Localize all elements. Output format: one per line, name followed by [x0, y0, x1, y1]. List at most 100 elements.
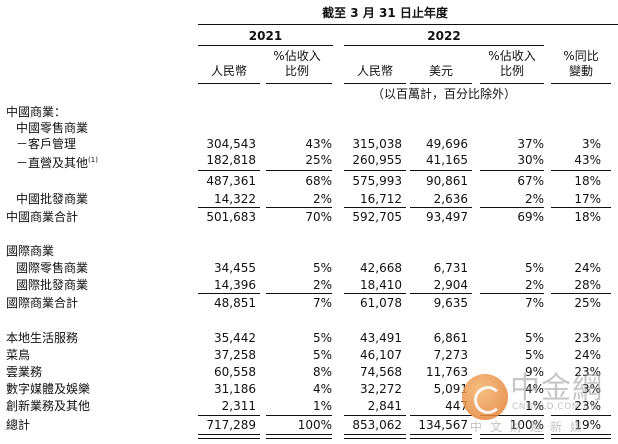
- rmb-2022-header: 人民幣: [356, 64, 393, 78]
- cell-usd-2022: 9,635: [433, 296, 468, 310]
- cell-yoy: 28%: [574, 278, 601, 292]
- pct-2022-header-l1: %佔收入: [488, 49, 536, 63]
- year-2021-rule: [198, 45, 333, 46]
- row-label: 國際商業合計: [6, 296, 79, 310]
- grand-total-rule: [410, 415, 472, 416]
- double-rule: [551, 434, 611, 439]
- cell-rmb-2021: 48,851: [214, 296, 256, 310]
- cell-yoy: 23%: [574, 331, 601, 345]
- grand-total-rule: [551, 415, 611, 416]
- cell-rmb-2021: 14,322: [214, 192, 256, 206]
- cell-pct-2022: 4%: [524, 382, 544, 396]
- watermark-tagline: 中文財經新媒: [470, 420, 591, 434]
- rmb-2021-header: 人民幣: [210, 64, 247, 78]
- total-rule: [198, 293, 260, 294]
- cell-pct-2022: 67%: [517, 174, 544, 188]
- total-rule: [480, 293, 544, 294]
- yoy-header-l1: %同比: [563, 49, 599, 63]
- total-rule: [344, 293, 406, 294]
- cell-rmb-2021: 182,818: [206, 153, 256, 167]
- col-rule-5: [480, 83, 544, 84]
- row-label: 中國零售商業: [16, 121, 89, 135]
- subtotal-rule: [198, 170, 260, 171]
- cell-pct-2022: 69%: [517, 210, 544, 224]
- cell-yoy: 18%: [574, 174, 601, 188]
- col-rule-1: [198, 83, 260, 84]
- cell-pct-2022: 5%: [524, 331, 544, 345]
- cell-yoy: 23%: [574, 399, 601, 413]
- row-label: 總計: [6, 418, 31, 432]
- cell-yoy: 43%: [574, 153, 601, 167]
- cell-usd-2022: 93,497: [426, 210, 468, 224]
- total-rule: [551, 207, 611, 208]
- subtotal-rule: [410, 170, 472, 171]
- cell-rmb-2022: 853,062: [352, 418, 402, 432]
- double-rule: [480, 434, 544, 439]
- cell-rmb-2021: 717,289: [206, 418, 256, 432]
- double-rule: [344, 434, 406, 439]
- cell-rmb-2022: 16,712: [360, 192, 402, 206]
- cell-rmb-2022: 260,955: [352, 153, 402, 167]
- cell-pct-2021: 4%: [312, 382, 332, 396]
- cell-usd-2022: 134,567: [418, 418, 468, 432]
- cell-pct-2022: 9%: [524, 365, 544, 379]
- cell-pct-2022: 2%: [524, 192, 544, 206]
- watermark-swirl-icon: [474, 386, 502, 414]
- col-rule-6: [551, 83, 611, 84]
- cell-yoy: 17%: [574, 192, 601, 206]
- subtotal-rule: [480, 170, 544, 171]
- year-2022-header: 2022: [427, 29, 461, 43]
- double-rule: [198, 434, 260, 439]
- cell-usd-2022: 6,861: [433, 331, 468, 345]
- cell-rmb-2021: 37,258: [214, 348, 256, 362]
- cell-yoy: 25%: [574, 296, 601, 310]
- cell-pct-2021: 7%: [312, 296, 332, 310]
- cell-pct-2022: 30%: [517, 153, 544, 167]
- col-rule-3: [344, 83, 406, 84]
- cell-rmb-2021: 14,396: [214, 278, 256, 292]
- cell-pct-2021: 5%: [312, 261, 332, 275]
- subtotal-rule: [551, 170, 611, 171]
- usd-2022-header: 美元: [428, 64, 453, 78]
- total-rule: [410, 293, 472, 294]
- cell-pct-2021: 100%: [297, 418, 332, 432]
- watermark-brand: 中金網: [510, 371, 603, 406]
- row-label: 創新業務及其他: [6, 399, 91, 413]
- cell-rmb-2022: 46,107: [360, 348, 402, 362]
- cell-usd-2022: 49,696: [426, 137, 468, 151]
- cell-yoy: 3%: [581, 382, 601, 396]
- period-header: 截至 3 月 31 日止年度: [322, 6, 448, 20]
- row-label: －客戶管理: [16, 137, 77, 151]
- cell-pct-2022: 5%: [524, 348, 544, 362]
- cell-rmb-2021: 31,186: [214, 382, 256, 396]
- cell-rmb-2022: 32,272: [360, 382, 402, 396]
- year-2021-header: 2021: [248, 29, 283, 43]
- pct-2021-header-l1: %佔收入: [273, 49, 321, 63]
- cell-pct-2021: 2%: [312, 278, 332, 292]
- cell-pct-2021: 43%: [305, 137, 332, 151]
- total-rule: [266, 207, 332, 208]
- subtotal-rule: [266, 170, 332, 171]
- yoy-header-l2: 變動: [568, 64, 593, 78]
- cell-pct-2022: 37%: [517, 137, 544, 151]
- cell-usd-2022: 6,731: [433, 261, 468, 275]
- cell-rmb-2022: 74,568: [360, 365, 402, 379]
- cell-usd-2022: 447: [445, 399, 468, 413]
- footnote-marker: (1): [88, 156, 98, 164]
- cell-rmb-2021: 487,361: [206, 174, 256, 188]
- cell-rmb-2021: 501,683: [206, 210, 256, 224]
- cell-rmb-2021: 2,311: [221, 399, 256, 413]
- cell-pct-2021: 2%: [312, 192, 332, 206]
- row-label: 國際零售商業: [16, 261, 89, 275]
- cell-usd-2022: 41,165: [426, 153, 468, 167]
- cell-rmb-2021: 304,543: [206, 137, 256, 151]
- row-label: 數字媒體及娛樂: [6, 382, 91, 396]
- cell-rmb-2022: 61,078: [360, 296, 402, 310]
- header-top-rule: [198, 24, 618, 25]
- double-rule: [410, 434, 472, 439]
- row-label: 國際商業: [6, 244, 55, 258]
- year-2022-rule: [344, 45, 544, 46]
- cell-yoy: 24%: [574, 348, 601, 362]
- row-label: 中國商業合計: [6, 210, 79, 224]
- row-label: 中國批發商業: [16, 192, 89, 206]
